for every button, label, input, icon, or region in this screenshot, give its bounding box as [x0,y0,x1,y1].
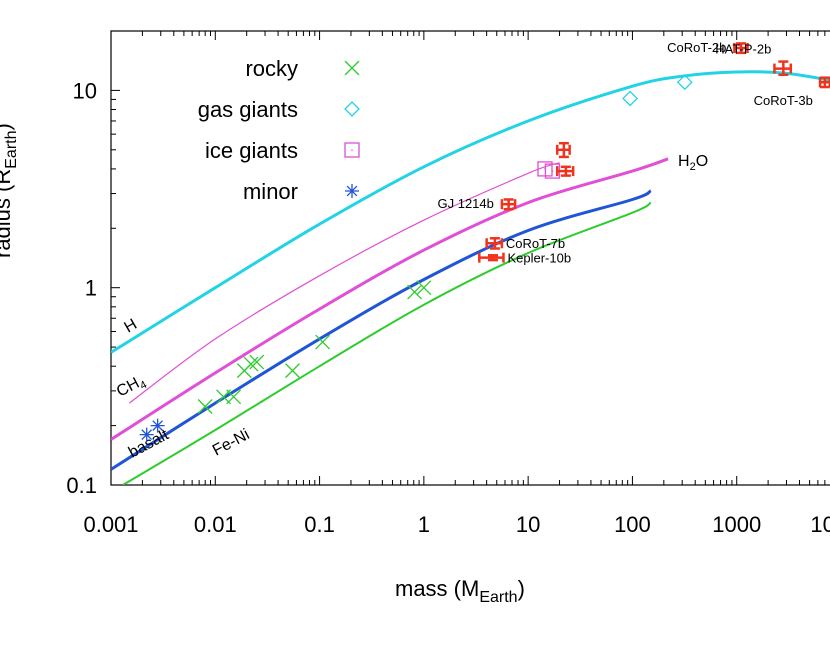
exoplanet-label: CoRoT-2b [667,40,726,55]
point-gas-giants [622,90,639,107]
legend: rocky gas giants ice giants minor [198,56,360,204]
y-tick-label: 0.1 [66,473,97,498]
composition-curves [111,70,830,485]
x-tick-label: 10000 [810,512,830,537]
curve-label-h: H [122,316,141,337]
exoplanet-label: CoRoT-3b [754,93,813,108]
legend-label: minor [243,179,298,204]
legend-item-ice-giants: ice giants [205,138,360,163]
curve-h2o [111,157,669,441]
x-axis-label: mass (MEarth) [395,576,525,606]
point-rocky [315,334,331,350]
exoplanet-corot-2b: CoRoT-2b [667,40,749,55]
square-dot [351,149,353,151]
x-tick-label: 0.01 [194,512,237,537]
exoplanet-label: CoRoT-7b [506,236,565,251]
curve-label-ch4: CH4 [114,372,149,403]
data-points [139,74,693,442]
curve-ch4 [129,162,560,404]
exoplanet-corot-7b: CoRoT-7b [485,236,565,251]
curve-label-fe-ni: Fe-Ni [210,426,253,459]
legend-item-rocky: rocky [245,56,360,81]
square-outline [344,142,360,158]
legend-item-gas-giants: gas giants [198,97,360,122]
curve-h [111,70,830,354]
legend-marker [344,142,360,158]
legend-marker [344,60,360,76]
exoplanet-label: GJ 1214b [438,196,494,211]
exoplanet-hat-p-2b: HAT-P-2b [715,42,793,77]
exoplanet-gj-1214b: GJ 1214b [438,196,517,211]
curve-fe-ni [122,201,652,485]
x-tick-label: 1 [418,512,430,537]
point-gas-giants [676,74,693,91]
x-tick-label: 0.1 [304,512,335,537]
legend-label: ice giants [205,138,298,163]
point-rocky [197,399,213,414]
exoplanet-unlabeled [555,141,571,159]
curve-label-h2o: H2O [678,153,708,173]
exoplanet-label: HAT-P-2b [715,42,771,57]
square-dot [551,170,554,172]
legend-marker [345,184,359,198]
y-axis-label: radius (REarth) [0,123,20,258]
point-rocky [285,363,300,379]
legend-item-minor: minor [243,179,359,204]
exoplanet-kepler-10b: Kepler-10b [478,251,571,266]
point-minor [139,427,154,442]
x-tick-label: 0.001 [83,512,138,537]
legend-label: gas giants [198,97,298,122]
point-rocky [249,354,265,370]
x-tick-label: 100 [614,512,651,537]
exoplanet-label: Kepler-10b [507,251,571,266]
legend-label: rocky [245,56,298,81]
exoplanet-corot-3b: CoRoT-3b [754,76,830,108]
axis-ticks: 0.001 0.01 0.1 1 10 100 1000 10000 0.1 1 10 [66,30,830,537]
y-tick-label: 10 [73,78,97,103]
point-rocky [243,356,259,372]
x-tick-label: 10 [516,512,540,537]
exoplanet-unlabeled [555,165,575,177]
point-rocky [226,389,242,405]
point-rocky [407,284,423,300]
y-tick-label: 1 [85,276,97,301]
x-tick-label: 1000 [712,512,761,537]
plot-frame [110,30,830,486]
legend-marker [344,101,360,117]
point-rocky [416,280,432,296]
point-minor [150,418,165,433]
